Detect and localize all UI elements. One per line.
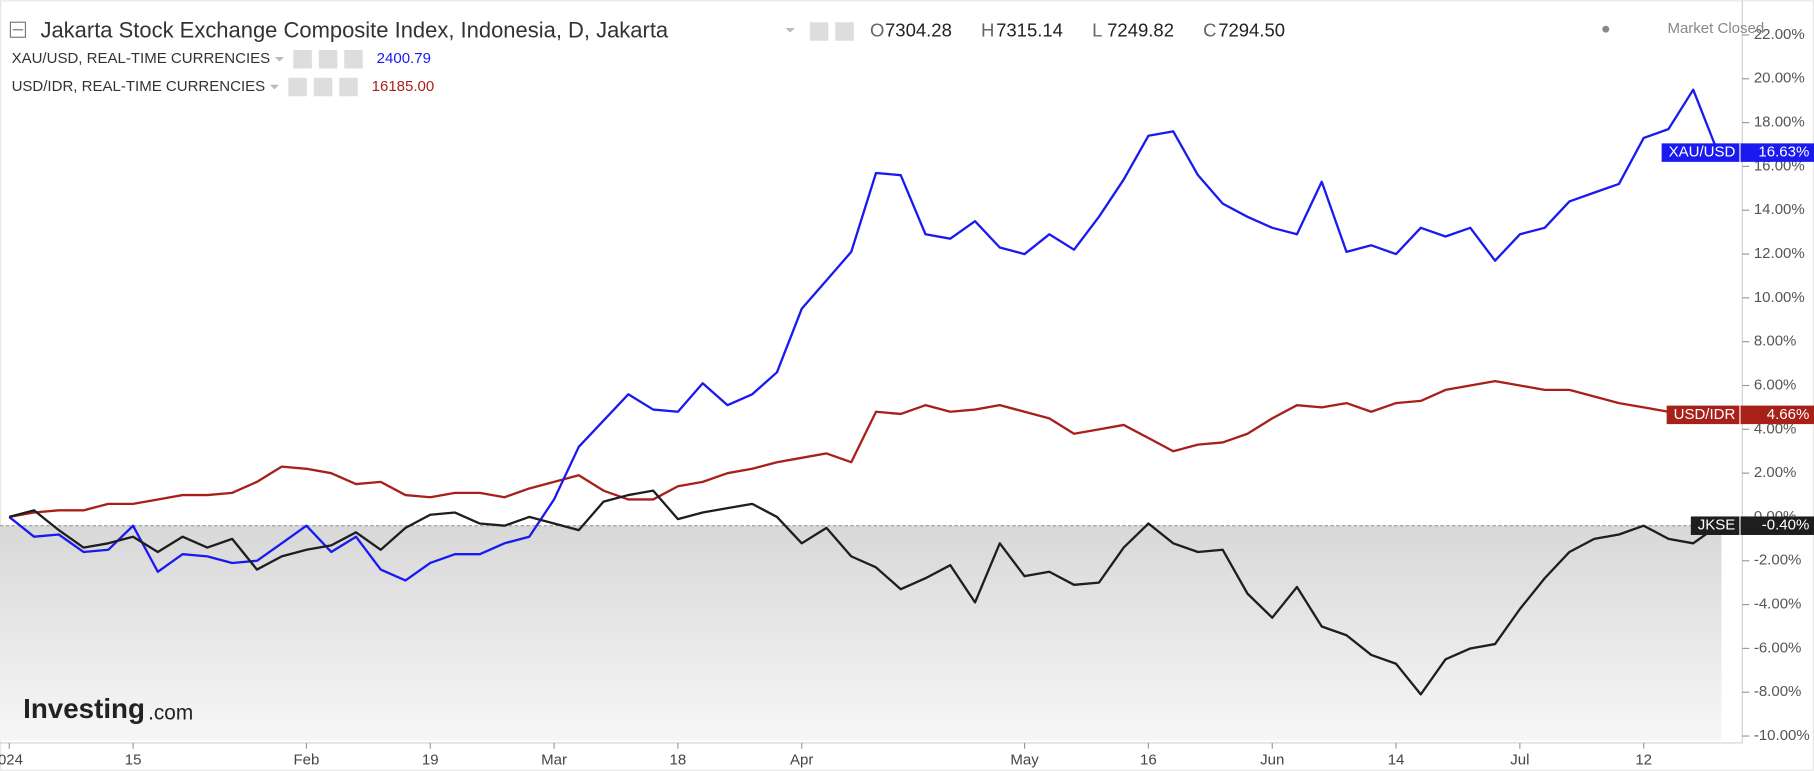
remove-icon[interactable]	[344, 50, 363, 69]
x-tick-label: 12	[1635, 751, 1652, 768]
y-tick-label: -8.00%	[1754, 683, 1802, 700]
settings-icon[interactable]	[318, 50, 338, 69]
y-tick-label: 8.00%	[1754, 333, 1797, 350]
ohlc-key: O	[870, 19, 884, 40]
x-tick-label: 18	[670, 751, 687, 768]
price-tag-bg	[1661, 143, 1814, 162]
x-tick-label: 19	[422, 751, 439, 768]
watermark-brand: Investing	[23, 693, 145, 724]
ohlc-value: 7294.50	[1218, 19, 1285, 40]
y-tick-label: -10.00%	[1754, 727, 1810, 744]
baseline-area	[0, 525, 1722, 741]
legend-price: 16185.00	[372, 78, 435, 95]
series-line	[9, 379, 1719, 519]
plot-area	[0, 88, 1743, 741]
x-tick-label: Jul	[1510, 751, 1529, 768]
series-line	[8, 489, 1719, 696]
eye-icon[interactable]	[809, 22, 829, 41]
y-tick-label: 20.00%	[1754, 70, 1805, 87]
price-tag: JKSE -0.40%	[1690, 516, 1814, 535]
eye-icon[interactable]	[293, 50, 312, 69]
y-tick-label: 14.00%	[1754, 201, 1805, 218]
y-tick-label: -6.00%	[1754, 639, 1802, 656]
x-tick-label: 16	[1140, 751, 1157, 768]
x-tick-label: 14	[1388, 751, 1405, 768]
y-tick-label: 22.00%	[1754, 26, 1805, 43]
x-tick-label: 15	[125, 751, 142, 768]
watermark-domain: .com	[148, 702, 193, 725]
x-tick-label: May	[1010, 751, 1039, 768]
ohlc-key: H	[981, 19, 994, 40]
y-tick-label: 12.00%	[1754, 245, 1805, 262]
price-tag: XAU/USD 16.63%	[1661, 143, 1814, 162]
legend-description: XAU/USD, REAL-TIME CURRENCIES	[12, 50, 271, 67]
ohlc-key: C	[1203, 19, 1216, 40]
x-tick-label: Mar	[541, 751, 567, 768]
x-tick-label: Apr	[790, 751, 813, 768]
y-tick-label: 2.00%	[1754, 464, 1797, 481]
legend-menu-arrow[interactable]	[274, 56, 285, 62]
x-tick-label: Jun	[1260, 751, 1284, 768]
remove-icon[interactable]	[339, 77, 358, 97]
settings-icon[interactable]	[313, 77, 333, 97]
price-tag-name: USD/IDR	[1674, 406, 1736, 423]
legend-description: USD/IDR, REAL-TIME CURRENCIES	[12, 78, 266, 95]
legend-price: 2400.79	[377, 50, 431, 67]
price-tag-name: XAU/USD	[1669, 144, 1736, 161]
ohlc-key: L	[1092, 19, 1102, 40]
eye-icon[interactable]	[288, 77, 307, 97]
price-tag-name: JKSE	[1698, 517, 1736, 534]
ohlc-value: 7304.28	[885, 19, 952, 40]
price-tag: USD/IDR 4.66%	[1666, 405, 1814, 425]
y-tick-label: -4.00%	[1754, 596, 1802, 613]
chart-title: Jakarta Stock Exchange Composite Index, …	[40, 17, 668, 42]
settings-icon[interactable]	[835, 22, 854, 41]
y-tick-label: 6.00%	[1754, 376, 1797, 393]
market-status: Market Closed	[1667, 20, 1764, 37]
price-tag-value: -0.40%	[1762, 517, 1810, 534]
price-tag-value: 4.66%	[1767, 406, 1810, 423]
legend: XAU/USD, REAL-TIME CURRENCIES 2400.79 USD/…	[12, 50, 435, 97]
status-dot	[1602, 25, 1610, 33]
y-tick-label: 18.00%	[1754, 114, 1805, 131]
y-tick-label: 4.00%	[1754, 420, 1797, 437]
ohlc-values: O 7304.28 H 7315.14 L 7249.82 C 7294.50	[870, 19, 1285, 40]
series-line	[8, 88, 1720, 582]
y-tick-label: 10.00%	[1754, 289, 1805, 306]
collapse-icon[interactable]	[9, 21, 27, 38]
price-tag-bg	[1690, 516, 1814, 535]
price-tag-value: 16.63%	[1758, 144, 1809, 161]
y-tick-label: -2.00%	[1754, 552, 1802, 569]
x-tick-label: 2024	[0, 751, 23, 768]
ohlc-value: 7249.82	[1107, 19, 1174, 40]
legend-menu-arrow[interactable]	[269, 84, 280, 90]
x-tick-label: Feb	[293, 751, 319, 768]
ohlc-value: 7315.14	[996, 19, 1063, 40]
title-menu-arrow[interactable]	[785, 28, 795, 33]
